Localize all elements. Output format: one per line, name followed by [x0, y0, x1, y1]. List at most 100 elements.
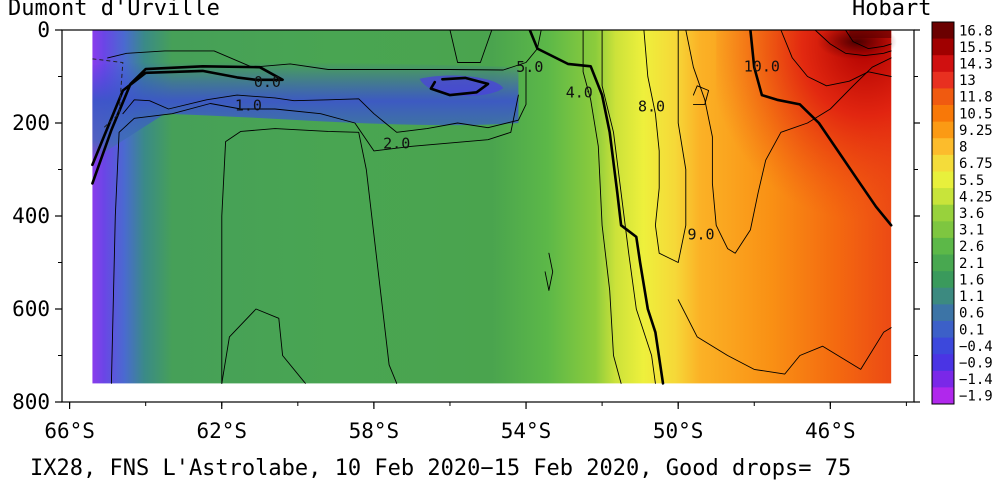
colorbar-swatch — [932, 237, 954, 255]
y-tick-label: 400 — [12, 204, 50, 228]
colorbar-label: −0.9 — [959, 356, 993, 372]
x-tick-label: 50°S — [653, 419, 704, 443]
cold-water-band — [92, 61, 519, 161]
x-tick-label: 54°S — [501, 419, 552, 443]
contour-label: 4.0 — [566, 83, 593, 101]
x-tick-label: 58°S — [349, 419, 400, 443]
colorbar-swatch — [932, 154, 954, 172]
isotherm-line — [107, 30, 542, 71]
y-tick-label: 800 — [12, 390, 50, 414]
colorbar-label: 1.1 — [959, 289, 984, 305]
y-tick-label: 600 — [12, 297, 50, 321]
colorbar: 16.815.514.31311.810.59.2586.755.54.253.… — [931, 21, 993, 405]
isotherm-line — [582, 30, 622, 384]
colorbar-label: 13 — [959, 73, 976, 89]
colorbar-swatch — [932, 188, 954, 206]
isotherm-line — [677, 299, 892, 375]
colorbar-label: 9.25 — [959, 123, 993, 139]
isotherm-line — [544, 252, 554, 291]
colorbar-label: 3.1 — [959, 223, 984, 239]
contour-label: 10.0 — [744, 57, 780, 75]
colorbar-label: 4.25 — [959, 189, 993, 205]
isotherm-line — [814, 30, 892, 57]
start-station-label: Dumont d'Urville — [8, 0, 220, 21]
colorbar-swatch — [932, 320, 954, 338]
colorbar-label: −1.9 — [959, 389, 993, 405]
surface-max-patch — [849, 30, 892, 38]
cruise-caption: IX28, FNS L'Astrolabe, 10 Feb 2020−15 Fe… — [30, 456, 852, 481]
y-axis: 0 200 400 600 800 — [12, 18, 920, 414]
colorbar-swatch — [932, 271, 954, 289]
colorbar-label: 10.5 — [959, 106, 993, 122]
isotherm-line — [110, 94, 519, 384]
colorbar-swatch — [932, 22, 954, 40]
colorbar-label: 2.6 — [959, 239, 984, 255]
colorbar-label: 0.6 — [959, 306, 984, 322]
colorbar-label: −1.4 — [959, 372, 993, 388]
hot-core-patch — [816, 30, 897, 60]
colorbar-label: 2.1 — [959, 256, 984, 272]
isotherm-line — [685, 30, 892, 254]
isotherm-line — [91, 65, 284, 185]
colorbar-swatch — [932, 121, 954, 139]
isotherm-line — [845, 30, 892, 50]
colorbar-label: 1.6 — [959, 272, 984, 288]
x-axis: 66°S 62°S 58°S 54°S 50°S 46°S — [44, 402, 907, 443]
colorbar-label: 6.75 — [959, 156, 993, 172]
colorbar-swatch — [932, 254, 954, 272]
contour-label: 9.0 — [687, 226, 714, 244]
colorbar-swatch — [932, 221, 954, 239]
colorbar-swatch — [932, 304, 954, 322]
colorbar-frame — [931, 21, 955, 405]
subzero-isotherm-line — [92, 58, 124, 129]
isotherm-line — [429, 76, 490, 97]
colorbar-swatch — [932, 71, 954, 89]
warm-water-patch — [716, 30, 892, 226]
contour-label-group: 0.0 1.0 2.0 4.0 5.0 8.0 9.0 10.0 — [235, 57, 780, 243]
colorbar-swatch — [932, 138, 954, 156]
isotherm-line — [692, 85, 710, 105]
isotherm-line — [449, 30, 493, 63]
colorbar-label: 0.1 — [959, 322, 984, 338]
contour-label: 5.0 — [516, 58, 543, 76]
colorbar-swatch — [932, 337, 954, 355]
colorbar-swatch — [932, 55, 954, 73]
colorbar-label: 5.5 — [959, 173, 984, 189]
isotherm-contours — [91, 30, 893, 385]
x-tick-label: 66°S — [44, 419, 95, 443]
colorbar-label: 15.5 — [959, 40, 993, 56]
colorbar-label: 16.8 — [959, 23, 993, 39]
colorbar-label: 14.3 — [959, 57, 993, 73]
isotherm-line — [221, 128, 398, 384]
isotherm-line — [528, 30, 665, 385]
colorbar-label: 3.6 — [959, 206, 984, 222]
colorbar-swatch — [932, 387, 954, 405]
colorbar-swatch — [932, 370, 954, 388]
colorbar-label: 8 — [959, 140, 967, 156]
colorbar-swatch — [932, 105, 954, 123]
colorbar-label: −0.4 — [959, 339, 993, 355]
end-station-label: Hobart — [852, 0, 932, 21]
x-tick-label: 62°S — [196, 419, 247, 443]
colorbar-swatch — [932, 287, 954, 305]
colorbar-swatch — [932, 88, 954, 106]
isotherm-line — [122, 66, 527, 133]
colorbar-swatch — [932, 171, 954, 189]
x-tick-label: 46°S — [805, 419, 856, 443]
colorbar-label: 11.8 — [959, 90, 993, 106]
contour-label: 1.0 — [235, 96, 262, 114]
isotherm-line — [643, 30, 687, 263]
y-tick-label: 200 — [12, 111, 50, 135]
y-tick-label: 0 — [37, 18, 50, 42]
isotherm-line — [780, 30, 892, 87]
colorbar-swatch — [932, 204, 954, 222]
isotherm-line — [221, 308, 306, 384]
isotherm-line — [601, 30, 656, 384]
colorbar-swatch — [932, 38, 954, 56]
temperature-field — [92, 30, 897, 384]
isotherm-line — [749, 30, 893, 227]
colorbar-swatch — [932, 354, 954, 372]
contour-label: 0.0 — [254, 73, 281, 91]
